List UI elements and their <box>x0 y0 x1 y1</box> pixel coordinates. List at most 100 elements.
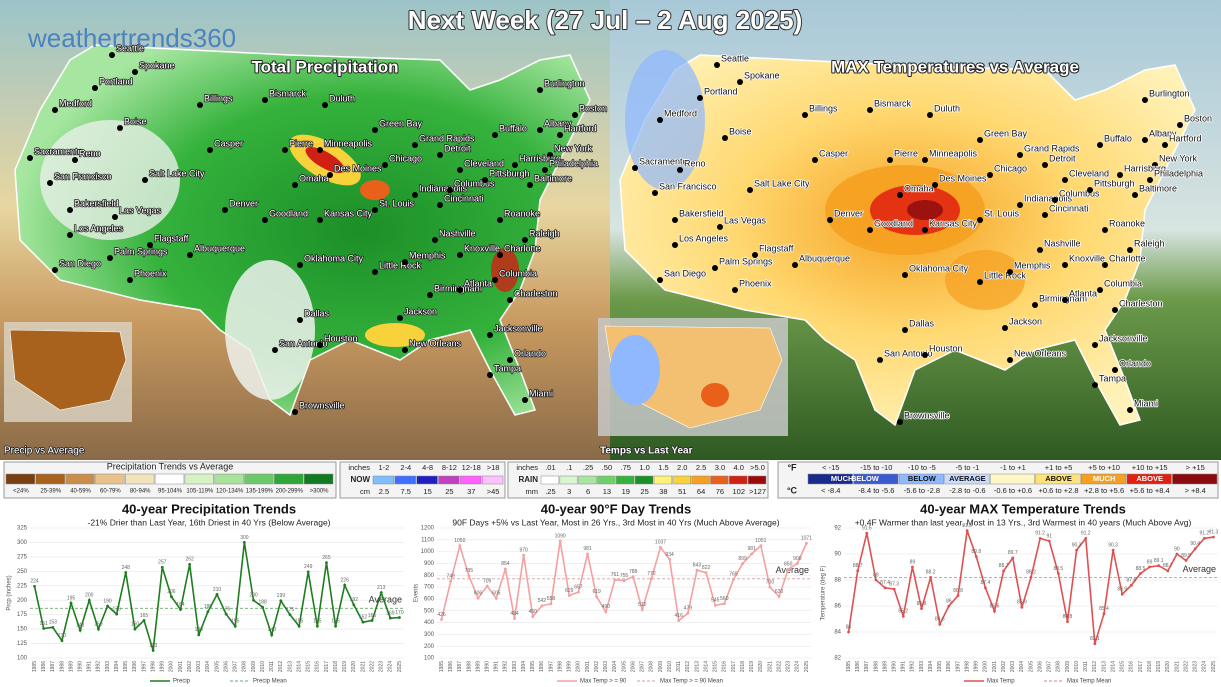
x-tick-label: 1988 <box>466 661 472 672</box>
city-label: Indianapolis <box>1024 193 1073 203</box>
data-label: 148 <box>76 623 85 629</box>
data-label: 426 <box>437 612 446 618</box>
legend-swatch <box>853 473 899 485</box>
city-label: Miami <box>1134 398 1158 408</box>
data-point <box>522 553 526 557</box>
x-tick-label: 1989 <box>882 661 888 672</box>
data-label: 192 <box>350 597 359 603</box>
city-dot <box>977 217 983 223</box>
legend-swatch <box>540 475 560 485</box>
city-label: Little Rock <box>984 270 1027 280</box>
x-tick-label: 1986 <box>41 661 47 672</box>
city-label: Medford <box>664 108 697 118</box>
city-dot <box>712 265 718 271</box>
x-tick-label: 2021 <box>1174 661 1180 672</box>
data-point <box>279 599 283 603</box>
data-point <box>1066 620 1069 623</box>
city-label: Las Vegas <box>724 215 767 225</box>
data-label: 629 <box>565 588 574 594</box>
data-point <box>1129 583 1133 587</box>
city-label: Jackson <box>404 306 437 316</box>
city-label: Cincinnati <box>444 193 484 203</box>
city-dot <box>1002 325 1008 331</box>
city-label: Memphis <box>409 250 446 260</box>
x-tick-label: 1991 <box>87 661 93 672</box>
legend-label: -5.6 to -2.8 <box>904 486 940 495</box>
legend-swatch <box>372 475 395 485</box>
data-label: 1051 <box>755 538 766 544</box>
y-axis-label: Events <box>414 584 420 602</box>
legend-label: 64 <box>697 487 705 496</box>
data-point <box>668 558 672 561</box>
data-label: 200 <box>249 593 258 599</box>
city-label: Green Bay <box>379 118 423 128</box>
annotation: Average <box>1183 564 1216 574</box>
data-point <box>352 603 356 607</box>
city-label: Boston <box>1184 113 1212 123</box>
data-point <box>504 567 507 571</box>
x-tick-label: 1988 <box>59 661 65 672</box>
x-tick-label: 2011 <box>1083 661 1089 672</box>
data-point <box>51 625 55 629</box>
city-label: Palm Springs <box>114 246 168 256</box>
city-label: Harrisburg <box>519 153 561 163</box>
data-label: 200 <box>85 593 94 599</box>
city-label: Burlington <box>1149 88 1190 98</box>
data-label: 490 <box>602 604 611 610</box>
data-label: 90 <box>1174 546 1180 552</box>
data-label: 510 <box>638 602 647 608</box>
data-label: 88.2 <box>1026 570 1036 576</box>
legend-category: BELOW <box>851 474 880 483</box>
legends: Precipitation Trends vs Average <24% 25-39… <box>3 461 1219 499</box>
legend-label: 2.0 <box>677 463 687 472</box>
city-dot <box>27 155 33 161</box>
map-warm-area <box>945 250 1025 310</box>
city-dot <box>557 132 563 138</box>
city-dot <box>1092 342 1098 348</box>
data-point <box>97 627 100 631</box>
data-label: 87.6 <box>1126 578 1136 584</box>
city-dot <box>457 167 463 173</box>
city-dot <box>402 259 408 265</box>
legend-swatch <box>1126 473 1172 485</box>
city-label: Raleigh <box>529 228 560 238</box>
legend-label: > +15 <box>1186 463 1205 472</box>
data-point <box>476 596 480 600</box>
x-tick-label: 2015 <box>306 661 312 672</box>
city-dot <box>432 237 438 243</box>
legend-label: -1 to +1 <box>1000 463 1026 472</box>
data-label: 657 <box>574 585 583 591</box>
y-axis-label: Prcp (inches) <box>7 575 13 610</box>
data-point <box>115 612 119 616</box>
city-label: Goodland <box>874 218 913 228</box>
x-tick-label: 2007 <box>1047 661 1053 672</box>
legend-swatch <box>653 475 673 485</box>
data-point <box>252 598 255 602</box>
x-tick-label: 2014 <box>296 661 302 672</box>
data-label: 265 <box>322 555 331 561</box>
x-tick-label: 2012 <box>685 661 691 672</box>
data-point <box>379 591 383 595</box>
legend-label: 7.5 <box>401 487 411 496</box>
data-point <box>370 619 374 622</box>
map-dry-area <box>40 120 180 240</box>
city-label: Phoenix <box>739 278 772 288</box>
y-tick-label: 175 <box>17 612 28 618</box>
legend-category: MUCH <box>831 474 854 483</box>
city-label: Nashville <box>1044 238 1081 248</box>
city-label: Brownsville <box>299 400 345 410</box>
x-tick-label: 2018 <box>740 661 746 672</box>
city-label: Reno <box>79 148 101 158</box>
legend-swatch <box>691 475 710 485</box>
city-label: Salt Lake City <box>149 168 205 178</box>
city-label: Philadelphia <box>549 158 598 168</box>
chart-subtitle: -21% Drier than Last Year, 16th Driest i… <box>87 517 330 527</box>
x-tick-label: 2019 <box>1156 661 1162 672</box>
legend-label: 1.0 <box>639 463 649 472</box>
legend-swatch <box>438 475 460 485</box>
x-tick-label: 1987 <box>50 661 56 672</box>
city-label: Medford <box>59 98 92 108</box>
data-label: 150 <box>94 621 103 627</box>
legend-swatch <box>1035 473 1081 485</box>
legend-label: Max Temp > = 90 <box>580 679 627 685</box>
